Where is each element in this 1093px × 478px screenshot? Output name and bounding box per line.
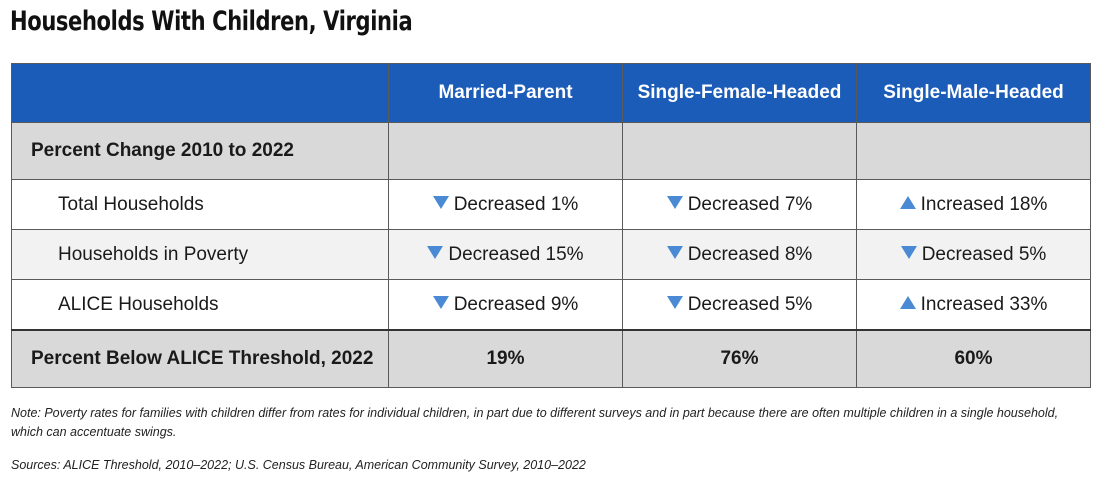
change-text: Decreased 8% [687,243,813,265]
table-row: ALICE Households Decreased 9% Decreased … [11,279,1091,331]
change-cell: Decreased 1% [388,179,623,230]
change-text: Decreased 1% [453,193,579,215]
section-row: Percent Change 2010 to 2022 [11,122,1091,180]
table-row: Households in Poverty Decreased 15% Decr… [11,229,1091,280]
change-cell: Increased 18% [856,179,1091,230]
section-empty-cell [856,122,1091,180]
sources-line: Sources: ALICE Threshold, 2010–2022; U.S… [11,458,586,472]
footnote: Note: Poverty rates for families with ch… [11,406,1059,439]
households-table: Married-Parent Single-Female-Headed Sing… [11,63,1091,388]
trend-arrow-icon [899,295,916,309]
trend-arrow-icon [666,195,683,209]
trend-arrow-icon [427,245,444,259]
change-text: Increased 18% [920,193,1048,215]
trend-arrow-icon [432,295,449,309]
total-row-label: Percent Below ALICE Threshold, 2022 [11,329,389,388]
total-value-single-male-headed: 60% [856,329,1091,388]
change-cell: Decreased 8% [622,229,857,280]
trend-arrow-icon [899,195,916,209]
table-header-row: Married-Parent Single-Female-Headed Sing… [11,63,1091,123]
row-label: Households in Poverty [11,229,389,280]
change-text: Increased 33% [920,293,1048,315]
total-value-single-female-headed: 76% [622,329,857,388]
page-title: Households With Children, Virginia [10,6,413,37]
change-text: Decreased 15% [448,243,584,265]
total-row: Percent Below ALICE Threshold, 2022 19% … [11,329,1091,388]
row-label: Total Households [11,179,389,230]
change-cell: Decreased 15% [388,229,623,280]
trend-arrow-icon [666,295,683,309]
change-cell: Decreased 7% [622,179,857,230]
column-header-single-male-headed: Single-Male-Headed [856,63,1091,123]
change-cell: Decreased 5% [622,279,857,331]
change-cell: Increased 33% [856,279,1091,331]
row-label: ALICE Households [11,279,389,331]
change-cell: Decreased 9% [388,279,623,331]
total-value-married-parent: 19% [388,329,623,388]
change-text: Decreased 5% [921,243,1047,265]
change-text: Decreased 5% [687,293,813,315]
table-row: Total Households Decreased 1% Decreased … [11,179,1091,230]
change-text: Decreased 7% [687,193,813,215]
change-cell: Decreased 5% [856,229,1091,280]
section-empty-cell [388,122,623,180]
column-header-married-parent: Married-Parent [388,63,623,123]
trend-arrow-icon [666,245,683,259]
change-text: Decreased 9% [453,293,579,315]
column-header-single-female-headed: Single-Female-Headed [622,63,857,123]
trend-arrow-icon [900,245,917,259]
trend-arrow-icon [432,195,449,209]
section-empty-cell [622,122,857,180]
section-label: Percent Change 2010 to 2022 [11,122,389,180]
header-blank-cell [11,63,389,123]
